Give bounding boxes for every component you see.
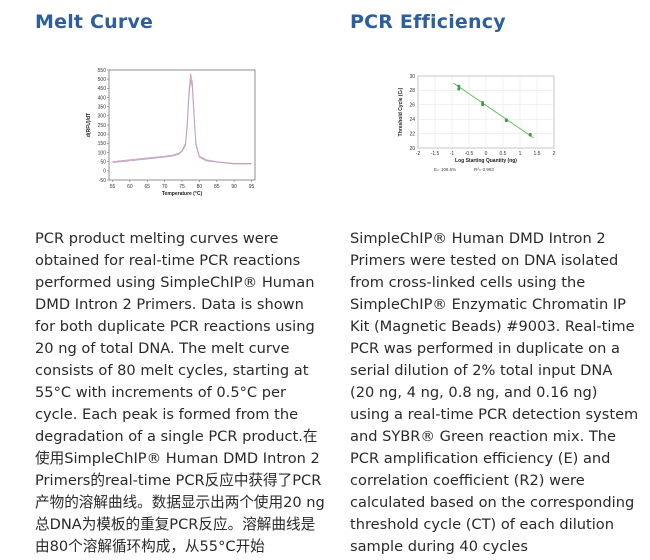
pcr-efficiency-figure: 20 22 24 26 28 30 -2 -1.5 -1 -0.5 0 0.5 1 1.5 2 Log Sta… — [394, 62, 564, 192]
melt-y-tick-label: 50 — [100, 159, 106, 165]
eff-r2-stat: R²= 0.993 — [474, 167, 494, 172]
pcr-efficiency-chart: 20 22 24 26 28 30 -2 -1.5 -1 -0.5 0 0.5 1 1.5 2 Log Sta… — [398, 74, 556, 172]
melt-y-tick-label: 250 — [98, 123, 107, 129]
melt-y-tick-label: 200 — [98, 132, 107, 138]
melt-x-axis-label: Temperature (°C) — [162, 191, 203, 197]
melt-curve-chart: -50 0 50 100 150 200 250 300 350 400 450 500 550 55 60… — [86, 68, 256, 197]
melt-x-tick-label: 80 — [197, 184, 203, 190]
melt-x-tick-label: 55 — [110, 184, 116, 190]
melt-y-tick-label: 0 — [103, 169, 106, 175]
melt-x-tick-label: 90 — [231, 184, 237, 190]
melt-curve-title: Melt Curve — [35, 11, 154, 33]
eff-x-tick-label: -1 — [450, 151, 455, 157]
eff-x-tick-label: 2 — [553, 151, 556, 157]
eff-data-point — [481, 101, 485, 105]
eff-x-tick-label: 1.5 — [534, 151, 541, 157]
melt-y-tick-label: 150 — [98, 141, 107, 147]
eff-x-tick-label: 0 — [485, 151, 488, 157]
melt-y-tick-label: 400 — [98, 95, 107, 101]
melt-x-tick-label: 60 — [127, 184, 133, 190]
pcr-efficiency-description: SimpleChIP® Human DMD Intron 2 Primers w… — [350, 230, 639, 555]
melt-series-line — [112, 79, 252, 165]
eff-x-tick-label: -0.5 — [465, 151, 474, 157]
melt-x-tick-label: 85 — [214, 184, 220, 190]
melt-y-tick-label: 350 — [98, 104, 107, 110]
eff-data-point — [504, 119, 508, 123]
melt-x-tick-label: 65 — [144, 184, 150, 190]
melt-x-tick-label: 95 — [249, 184, 255, 190]
melt-y-tick-label: 500 — [98, 77, 107, 83]
eff-data-point — [481, 103, 485, 107]
eff-fit-line — [453, 82, 534, 139]
eff-y-axis-label: Threshold Cycle (Cₜ) — [398, 87, 404, 136]
eff-efficiency-stat: E= 108.6% — [434, 167, 456, 172]
eff-x-tick-label: 1 — [519, 151, 522, 157]
eff-x-tick-label: 0.5 — [500, 151, 507, 157]
melt-y-tick-label: 300 — [98, 114, 107, 120]
eff-x-tick-label: -2 — [416, 151, 421, 157]
eff-y-tick-label: 30 — [409, 74, 415, 80]
pcr-efficiency-title: PCR Efficiency — [350, 11, 506, 33]
melt-y-tick-label: 550 — [98, 68, 107, 74]
melt-y-tick-label: -50 — [99, 178, 106, 184]
melt-series-line — [112, 73, 252, 164]
melt-y-tick-label: 450 — [98, 86, 107, 92]
eff-y-tick-label: 24 — [409, 117, 415, 123]
eff-y-tick-label: 20 — [409, 146, 415, 152]
eff-x-axis-label: Log Starting Quantity (ng) — [455, 158, 517, 164]
eff-data-point — [457, 87, 461, 91]
melt-x-tick-label: 70 — [162, 184, 168, 190]
eff-y-tick-label: 26 — [409, 103, 415, 109]
eff-x-tick-label: -1.5 — [431, 151, 440, 157]
melt-y-axis-label: d(RFU)/dT — [86, 113, 92, 137]
melt-x-tick-label: 75 — [179, 184, 185, 190]
eff-y-tick-label: 22 — [409, 131, 415, 137]
melt-curve-figure: -50 0 50 100 150 200 250 300 350 400 450 500 550 55 60… — [83, 62, 263, 202]
eff-y-tick-label: 28 — [409, 88, 415, 94]
melt-curve-description: PCR product melting curves were obtained… — [35, 230, 325, 555]
eff-data-point — [528, 133, 532, 137]
melt-y-tick-label: 100 — [98, 150, 107, 156]
eff-data-point — [457, 84, 461, 88]
